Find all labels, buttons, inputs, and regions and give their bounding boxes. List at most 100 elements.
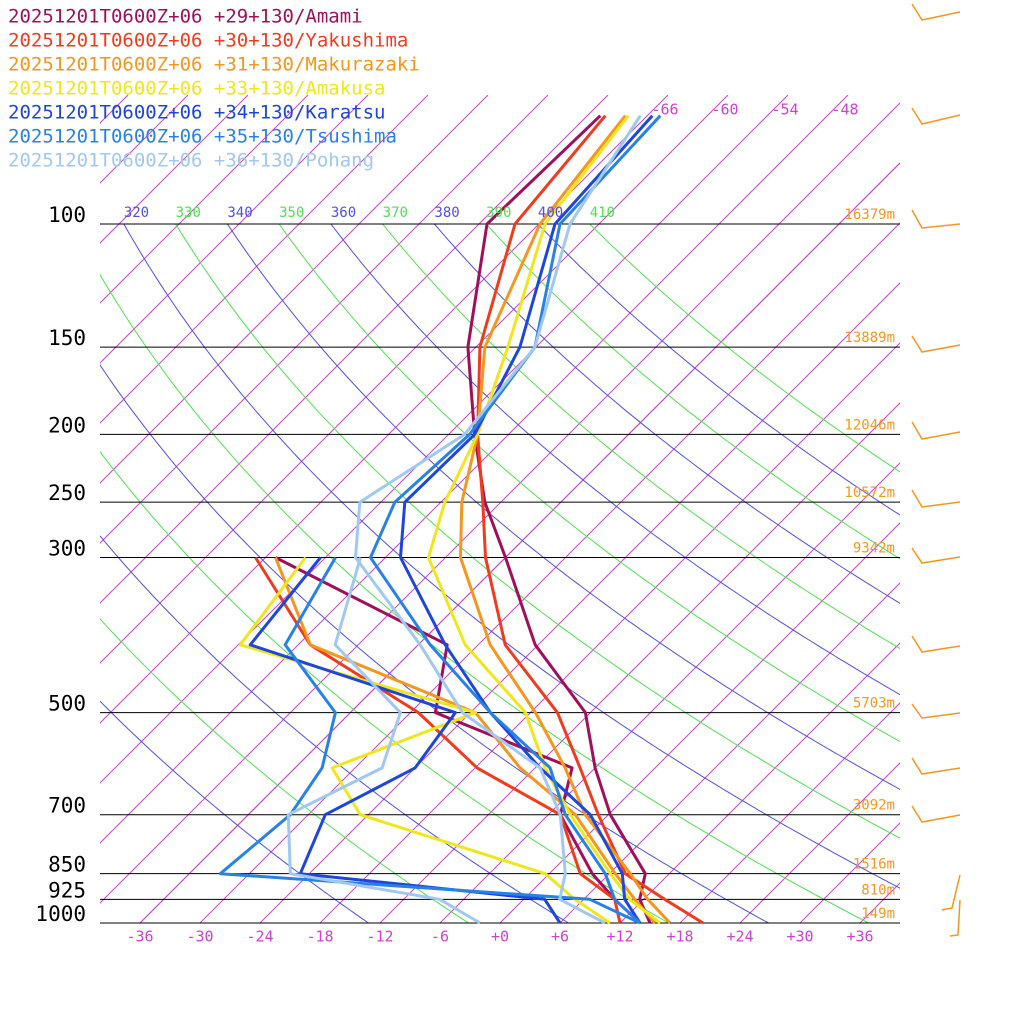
wind-barbs: [911, 3, 961, 937]
isotherm: [259, 282, 900, 923]
x-tick-label: -12: [366, 928, 393, 946]
height-label: 16379m: [844, 207, 895, 223]
temperature-line: [466, 114, 652, 924]
x-tick-label: +24: [726, 928, 753, 946]
wind-barb: [911, 335, 961, 353]
theta-label: 390: [486, 205, 511, 221]
dry-adiabat: [123, 224, 900, 889]
isotherm: [100, 95, 729, 724]
height-label: 9342m: [853, 541, 895, 557]
temperature-line: [369, 114, 662, 925]
isotherm: [100, 102, 900, 904]
temperature-line: [354, 114, 642, 925]
isotherm: [100, 95, 549, 544]
legend-entry: 20251201T0600Z+06 +31+130/Makurazaki: [8, 54, 420, 76]
theta-label: 320: [124, 205, 149, 221]
height-label: 810m: [861, 882, 895, 898]
isotherm: [499, 522, 900, 923]
dry-adiabat: [589, 224, 900, 473]
theta-label: 350: [279, 205, 304, 221]
isotherm-label: -66: [651, 101, 678, 119]
dewpoint-line: [286, 557, 481, 925]
isotherm: [100, 95, 189, 184]
height-label: 3092m: [853, 798, 895, 814]
theta-label: 330: [176, 205, 201, 221]
wind-barb: [911, 209, 961, 229]
x-tick-label: -24: [246, 928, 273, 946]
isotherm: [319, 342, 900, 923]
isotherm: [799, 822, 900, 923]
isotherm: [100, 95, 489, 484]
x-tick-label: +12: [606, 928, 633, 946]
wind-barb: [911, 107, 961, 125]
height-label: 1516m: [853, 857, 895, 873]
theta-label: 360: [331, 205, 356, 221]
x-tick-label: -6: [431, 928, 449, 946]
wind-barb: [949, 899, 961, 937]
x-tick-label: -18: [306, 928, 333, 946]
theta-label: 410: [590, 205, 615, 221]
dry-adiabat: [278, 224, 900, 743]
theta-label: 340: [227, 205, 252, 221]
x-tick-label: +36: [846, 928, 873, 946]
wind-barb: [911, 547, 961, 564]
isotherm: [679, 702, 900, 923]
isotherm: [100, 95, 249, 244]
height-label: 149m: [861, 906, 895, 922]
grid: [100, 95, 900, 924]
y-tick-label: 925: [48, 878, 86, 902]
wind-barb: [911, 757, 961, 775]
dewpoint-line: [274, 556, 657, 924]
height-label: 10572m: [844, 485, 895, 501]
theta-label: 380: [434, 205, 459, 221]
y-tick-label: 200: [48, 413, 86, 437]
y-tick-label: 700: [48, 794, 86, 818]
dewpoint-line: [218, 556, 641, 925]
theta-label: 370: [383, 205, 408, 221]
isotherm: [379, 402, 900, 923]
isotherm: [100, 95, 669, 664]
dry-adiabat: [226, 224, 900, 790]
wind-barb: [911, 635, 961, 653]
legend-entry: 20251201T0600Z+06 +34+130/Karatsu: [8, 102, 386, 124]
wind-barb: [941, 874, 961, 911]
theta-label: 400: [538, 205, 563, 221]
x-tick-label: -30: [186, 928, 213, 946]
y-tick-label: 250: [48, 481, 86, 505]
wind-barb: [911, 3, 961, 21]
legend-entry: 20251201T0600Z+06 +29+130/Amami: [8, 6, 363, 28]
temperature-line: [399, 114, 654, 924]
y-tick-label: 1000: [35, 902, 86, 926]
isotherm-label: -54: [771, 101, 798, 119]
height-label: 13889m: [844, 330, 895, 346]
isotherms: [100, 95, 900, 923]
dewpoint-line: [248, 556, 562, 924]
y-tick-label: 500: [48, 692, 86, 716]
x-tick-label: +30: [786, 928, 813, 946]
isotherm: [559, 582, 900, 923]
labels: -36 -30 -24 -18 -12 -6 +0 +6 +12 +18 +24 +30 +36 -66 -…: [8, 6, 895, 946]
wind-barb: [911, 489, 961, 508]
wind-barb: [911, 421, 961, 440]
isotherm: [619, 642, 900, 923]
temperature-line: [459, 114, 672, 925]
wind-barb: [911, 805, 961, 823]
profiles: [218, 114, 704, 925]
isotherm: [100, 95, 309, 304]
temperature-line: [427, 114, 661, 925]
isotherm-label: -60: [711, 101, 738, 119]
wind-barb: [911, 703, 961, 719]
isotherm: [199, 222, 900, 923]
isotherm: [100, 95, 849, 844]
isotherm: [100, 95, 789, 784]
dewpoint-line: [254, 556, 622, 924]
y-tick-label: 150: [48, 326, 86, 350]
isotherm: [100, 95, 429, 424]
y-tick-label: 100: [48, 203, 86, 227]
dewpoint-line: [238, 556, 611, 925]
y-tick-label: 850: [48, 853, 86, 877]
y-tick-label: 300: [48, 537, 86, 561]
x-tick-label: -36: [126, 928, 153, 946]
dry-adiabat: [382, 224, 900, 650]
